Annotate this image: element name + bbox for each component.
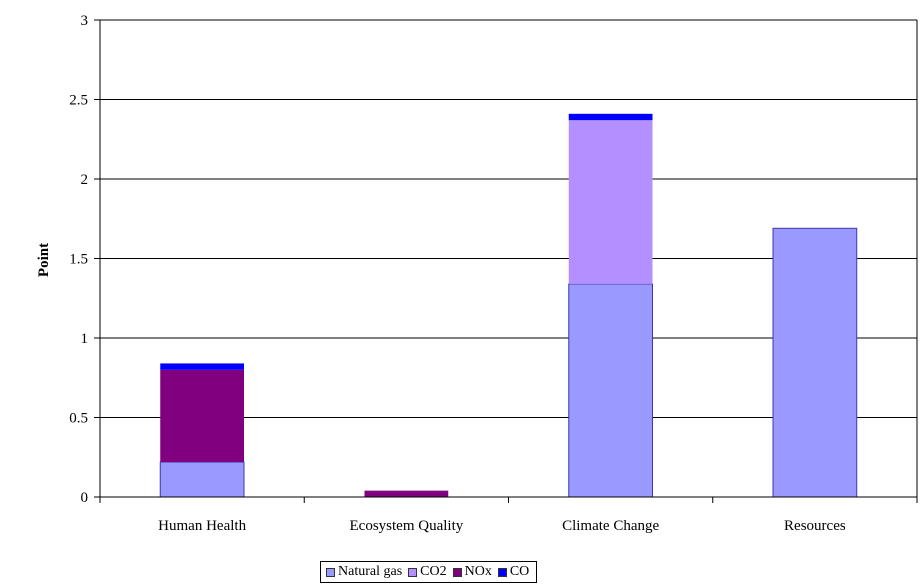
y-tick-label: 1 — [81, 331, 89, 347]
bar-segment — [159, 461, 245, 498]
category-label: Human Health — [158, 518, 246, 534]
legend-label: CO — [509, 564, 530, 579]
bar-segment — [772, 227, 858, 498]
legend-swatch — [326, 567, 335, 577]
y-tick-label: 2 — [81, 172, 89, 188]
bar-segment — [160, 369, 244, 463]
y-tick-labels: 0 0.5 1 1.5 2 2.5 3 — [69, 13, 88, 506]
y-tick-label: 3 — [81, 13, 89, 29]
y-tick-label: 1.5 — [69, 252, 88, 268]
category-labels: Human Health Ecosystem Quality Climate Cha… — [158, 518, 846, 534]
legend-item: CO — [497, 564, 530, 580]
y-axis-label: Point — [36, 243, 52, 277]
category-label: Resources — [784, 518, 846, 534]
legend-swatch — [408, 567, 418, 577]
legend: Natural gas CO2 NOx CO — [320, 561, 538, 583]
legend-label: NOx — [464, 564, 492, 579]
category-label: Climate Change — [562, 518, 659, 534]
bar-segment — [364, 490, 449, 497]
legend-item: Natural gas — [326, 564, 402, 580]
y-tick-label: 0 — [81, 490, 89, 506]
y-tick-label: 0.5 — [69, 411, 88, 427]
legend-swatch — [497, 567, 507, 577]
legend-swatch — [452, 567, 462, 577]
chart: 0 0.5 1 1.5 2 2.5 3 Human Health Ecosystem Qual… — [36, 13, 918, 534]
bar-segment — [568, 113, 653, 121]
bar-segment — [568, 120, 653, 284]
legend-label: CO2 — [420, 564, 447, 579]
y-tick-label: 2.5 — [69, 93, 88, 109]
legend-item: NOx — [452, 564, 492, 580]
category-label: Ecosystem Quality — [350, 518, 464, 534]
legend-item: CO2 — [408, 564, 447, 580]
bar-segment — [160, 363, 244, 370]
axes — [94, 19, 918, 503]
bars — [159, 113, 858, 498]
legend-label: Natural gas — [338, 564, 403, 579]
bar-segment — [568, 283, 653, 498]
